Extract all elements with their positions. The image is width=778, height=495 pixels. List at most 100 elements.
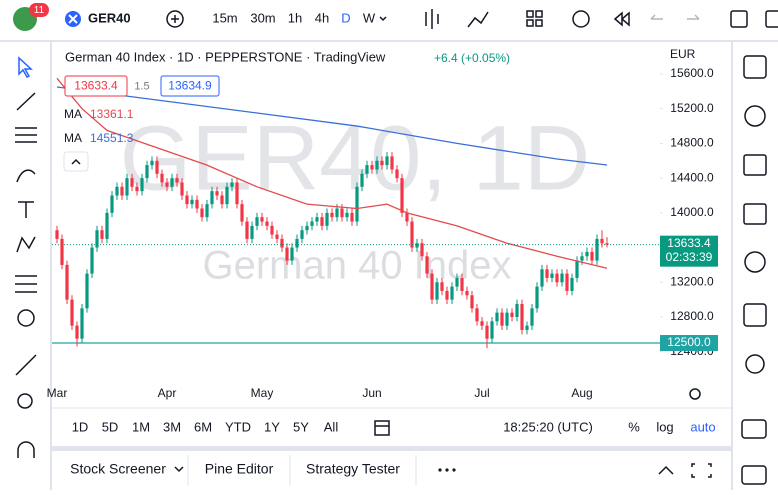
candle-body (255, 217, 259, 226)
candle-body (100, 230, 104, 239)
goto-icon[interactable] (374, 420, 390, 436)
candle-body (330, 212, 334, 218)
maximize-icon[interactable] (691, 463, 712, 478)
candle-body (400, 178, 404, 213)
news-icon[interactable] (743, 154, 767, 176)
buy-box[interactable] (160, 75, 220, 97)
indicators-icon[interactable] (467, 11, 489, 28)
trend-tool[interactable] (16, 92, 36, 111)
candle-body (80, 308, 84, 339)
expand-icon[interactable] (658, 465, 674, 475)
range-button[interactable]: 6M (194, 419, 212, 434)
ma-name: MA (64, 131, 82, 145)
candle-body (485, 325, 489, 339)
change: +6.4 (+0.05%) (434, 51, 510, 65)
help-icon[interactable] (741, 465, 767, 485)
candle-body (335, 208, 339, 218)
undo-icon[interactable] (650, 14, 663, 20)
icon-tool[interactable] (17, 309, 35, 327)
candle-body (420, 243, 424, 257)
candle-body (505, 312, 509, 326)
candle-body (475, 308, 479, 322)
streams-icon[interactable] (741, 419, 767, 439)
prediction-tool[interactable] (15, 275, 37, 293)
calendar-list-icon[interactable] (743, 203, 767, 225)
hline-label-bg (660, 335, 718, 352)
candle-body (570, 277, 574, 291)
candle-body (200, 208, 204, 218)
zoom-tool[interactable] (17, 393, 33, 409)
candle-body (575, 260, 579, 278)
redo-icon[interactable] (687, 14, 700, 20)
brush-tool[interactable] (16, 169, 36, 183)
chat-icon[interactable] (744, 251, 766, 273)
more-tabs[interactable] (438, 468, 456, 472)
alerts-icon[interactable] (744, 105, 766, 127)
percent-toggle[interactable]: % (628, 419, 640, 434)
alert-icon[interactable] (572, 10, 590, 28)
x-tick-label: Mar (47, 386, 68, 400)
candle-body (225, 186, 229, 205)
ma-value: 13361.1 (90, 107, 134, 121)
layout-icon[interactable] (526, 10, 534, 18)
log-toggle[interactable]: log (656, 419, 673, 434)
auto-toggle[interactable]: auto (690, 419, 715, 434)
range-button[interactable]: 1D (72, 419, 89, 434)
symbol[interactable]: GER40 (88, 10, 131, 25)
candle-body (70, 299, 74, 326)
add-button[interactable] (166, 10, 184, 28)
candle-body (555, 273, 559, 283)
range-button[interactable]: 5Y (293, 419, 309, 434)
cursor-tool[interactable] (18, 56, 33, 78)
currency[interactable]: EUR (670, 47, 696, 61)
candle-body (105, 212, 109, 239)
camera-icon[interactable] (765, 10, 778, 28)
text-tool[interactable] (18, 201, 34, 218)
interval[interactable]: 1h (288, 10, 302, 25)
candle-body (425, 256, 429, 274)
tab[interactable]: Pine Editor (205, 461, 274, 477)
range-button[interactable]: 3M (163, 419, 181, 434)
range-button[interactable]: All (324, 419, 339, 434)
chart-type-icon[interactable] (425, 9, 439, 29)
candle-body (370, 165, 374, 170)
candle-body (320, 217, 324, 226)
interval[interactable]: W (363, 10, 376, 25)
y-tick-label: 14800.0 (670, 136, 714, 150)
settings-icon[interactable] (689, 388, 701, 400)
clock[interactable]: 18:25:20 (UTC) (503, 419, 593, 434)
plot (52, 77, 660, 349)
range-button[interactable]: 5D (102, 419, 119, 434)
watchlist-icon[interactable] (743, 55, 767, 79)
interval[interactable]: 15m (212, 10, 237, 25)
ask: 13634.9 (168, 79, 212, 93)
sell-box[interactable] (64, 75, 128, 97)
pattern-tool[interactable] (16, 236, 36, 253)
interval[interactable]: 4h (315, 10, 329, 25)
interval[interactable]: D (341, 10, 350, 25)
candle-body (95, 230, 99, 248)
ideas-icon[interactable] (745, 354, 765, 374)
candle-body (290, 247, 294, 261)
range-button[interactable]: 1Y (264, 419, 280, 434)
fullscreen-icon[interactable] (730, 10, 748, 28)
y-tick-label: 12800.0 (670, 309, 714, 323)
axis: 15600.015200.014800.014400.014000.013600… (660, 66, 718, 358)
ruler-tool[interactable] (15, 354, 37, 376)
candle-body (300, 230, 304, 239)
range-button[interactable]: 1M (132, 419, 150, 434)
layout-icon (535, 10, 543, 18)
replay-icon[interactable] (613, 11, 630, 27)
candle-body (230, 182, 234, 187)
interval[interactable]: 30m (250, 10, 275, 25)
tab[interactable]: Strategy Tester (306, 461, 400, 477)
tab[interactable]: Stock Screener (70, 461, 166, 477)
candle-body (595, 238, 599, 261)
spread: 1.5 (134, 80, 149, 92)
collapse-button[interactable] (63, 151, 89, 172)
magnet-tool[interactable] (17, 441, 35, 458)
calendar-icon[interactable] (743, 303, 767, 327)
range-button[interactable]: YTD (225, 419, 251, 434)
candle-body (150, 160, 154, 166)
fib-tool[interactable] (15, 127, 37, 143)
